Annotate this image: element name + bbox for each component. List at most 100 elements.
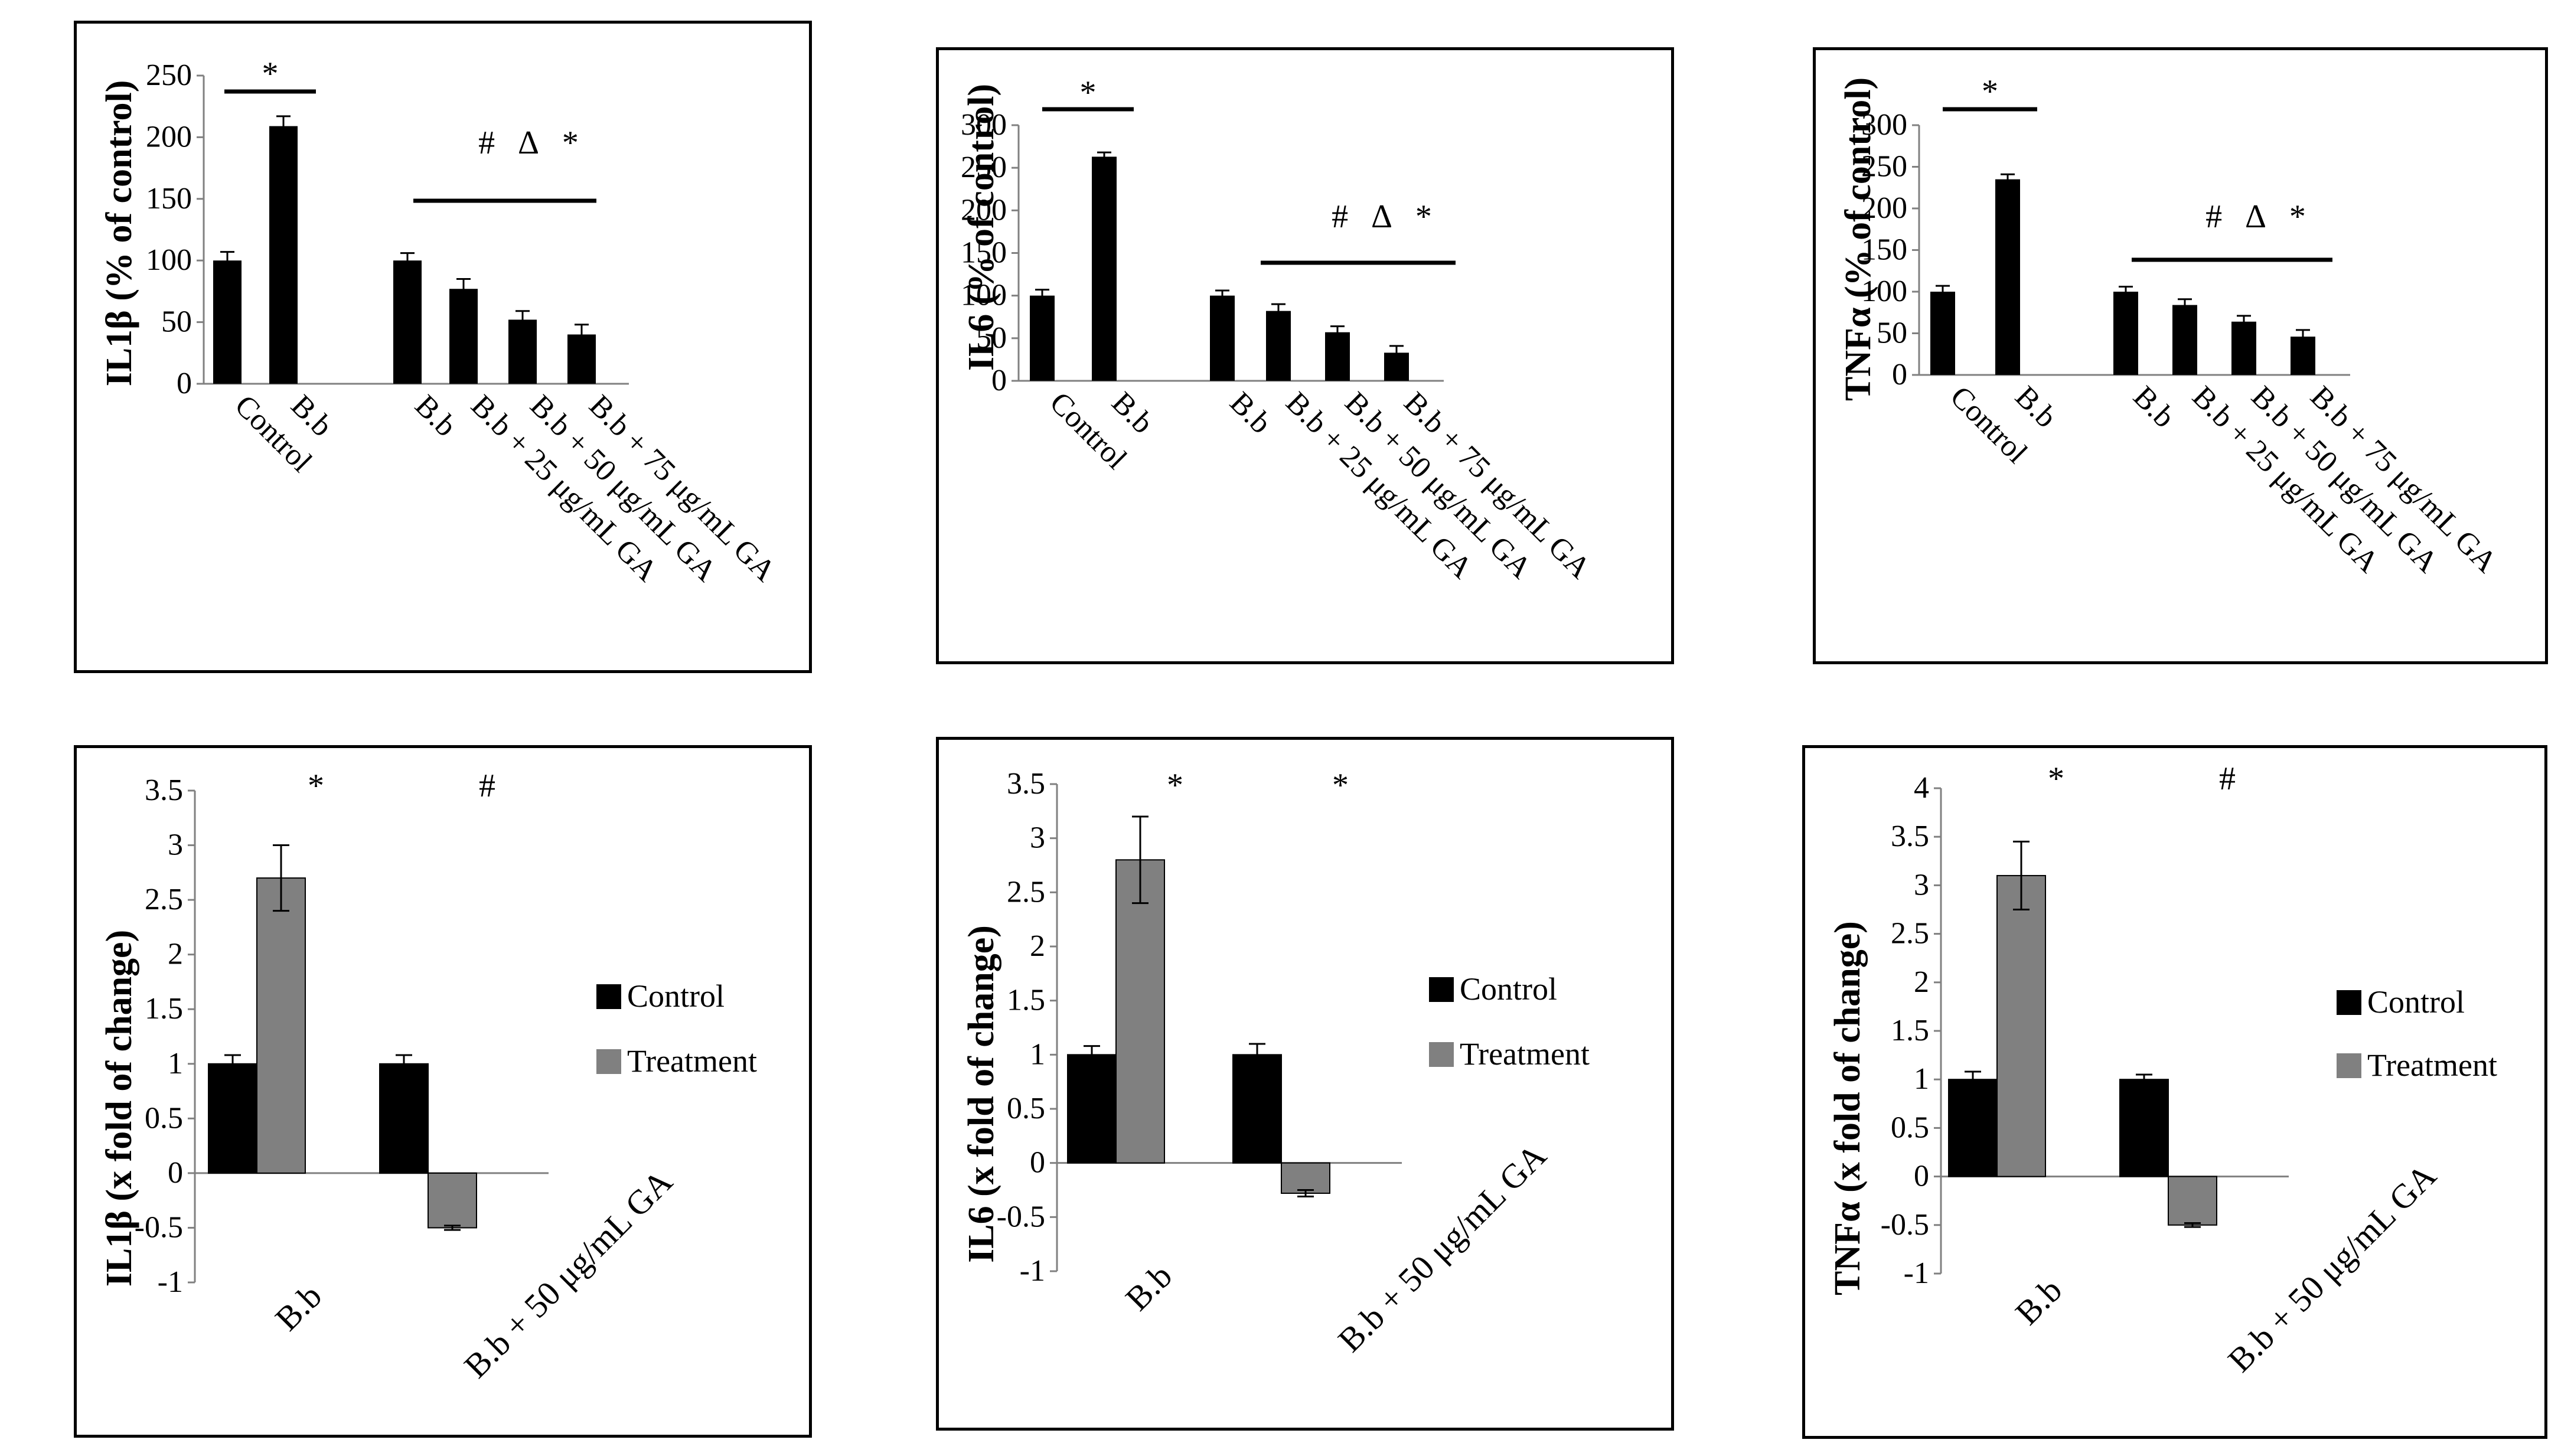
y-axis-title: IL1β (% of control) — [99, 80, 139, 387]
y-tick-label: 2.5 — [1007, 875, 1045, 909]
y-axis-title: IL6 (x fold of change) — [961, 925, 1001, 1263]
bar — [213, 260, 242, 384]
y-tick-label: 200 — [961, 193, 1007, 227]
bar — [1948, 1079, 1998, 1177]
x-tick-label: B.b — [2009, 380, 2063, 434]
significance-label: * — [1982, 73, 1998, 110]
legend-label: Control — [1460, 971, 1557, 1007]
y-tick-label: 0 — [177, 367, 192, 400]
legend-label: Control — [2367, 984, 2465, 1020]
legend-label: Treatment — [1460, 1036, 1590, 1072]
x-tick-label: B.b + 50 μg/mL GA — [1330, 1136, 1554, 1359]
y-axis-title: IL1β (x fold of change) — [99, 930, 139, 1287]
bar — [1092, 156, 1117, 381]
y-tick-label: 100 — [146, 243, 192, 277]
y-tick-label: 250 — [1861, 150, 1907, 184]
y-tick-label: -1 — [158, 1265, 183, 1299]
bar — [2172, 305, 2197, 375]
bar — [393, 260, 422, 384]
y-tick-label: 1.5 — [1891, 1014, 1929, 1047]
y-tick-label: 0 — [1914, 1160, 1929, 1193]
y-tick-label: 4 — [1914, 771, 1929, 805]
x-tick-label: B.b — [409, 389, 463, 443]
x-tick-label: B.b — [2008, 1271, 2069, 1332]
y-tick-label: -0.5 — [997, 1200, 1045, 1233]
y-tick-label: 150 — [1861, 233, 1907, 267]
legend-label: Treatment — [2367, 1047, 2497, 1083]
y-tick-label: 250 — [146, 58, 192, 92]
bar — [269, 126, 298, 384]
chart-tnfa-fold: -1 -0.5 0 0.5 1 1.5 2 2.5 3 3.5 4 * # B.b B.b + 50 μg/… — [1828, 760, 2497, 1379]
y-tick-label: 2.5 — [145, 883, 183, 916]
bar — [1325, 332, 1350, 381]
chart-il6-fold: -1 -0.5 0 0.5 1 1.5 2 2.5 3 3.5 * * B.b B.b + 50 μg/m… — [961, 767, 1590, 1359]
y-axis-title: TNFα (% of control) — [1838, 77, 1878, 401]
y-tick-label: 0 — [1892, 358, 1907, 391]
bar — [508, 319, 537, 384]
y-tick-label: 2 — [1030, 929, 1045, 963]
bar — [208, 1063, 257, 1174]
y-tick-label: -0.5 — [1881, 1208, 1929, 1242]
chart-panel-il1b-fold: -1 -0.5 0 0.5 1 1.5 2 2.5 3 3.5 * # B.b B.b + 50 μg/m… — [74, 745, 812, 1438]
y-tick-label: 1 — [168, 1047, 183, 1080]
y-tick-label: 3.5 — [1891, 820, 1929, 853]
significance-label: # — [2219, 760, 2236, 797]
x-tick-label: B.b — [1223, 386, 1278, 440]
bar — [1996, 874, 2046, 1177]
bar — [449, 289, 478, 384]
y-tick-label: 0.5 — [145, 1101, 183, 1135]
bar — [1995, 179, 2020, 375]
bar — [1232, 1054, 1282, 1164]
chart-panel-tnfa-percent: 0 50 100 150 200 250 300 Control B.b B.b B.b + 25 … — [1813, 47, 2548, 664]
bar — [1210, 295, 1235, 381]
bar — [1030, 295, 1055, 381]
legend-swatch — [1429, 1042, 1454, 1067]
y-tick-label: 2 — [168, 938, 183, 971]
y-tick-label: 0.5 — [1007, 1092, 1045, 1125]
x-tick-label: B.b — [267, 1277, 329, 1338]
y-tick-label: 50 — [976, 321, 1007, 355]
y-tick-label: 0 — [1030, 1146, 1045, 1180]
chart-panel-il6-fold: -1 -0.5 0 0.5 1 1.5 2 2.5 3 3.5 * * B.b B.b + 50 μg/m… — [936, 737, 1674, 1431]
significance-label: * — [2048, 760, 2064, 797]
significance-label: * — [1167, 767, 1183, 804]
y-tick-label: 300 — [1861, 108, 1907, 142]
y-tick-label: 50 — [161, 305, 192, 339]
y-axis-title: IL6 (% of control) — [961, 84, 1001, 371]
significance-label: * — [1332, 767, 1349, 804]
bar — [1266, 311, 1291, 381]
legend-swatch — [2337, 1053, 2361, 1078]
bar — [256, 877, 306, 1174]
y-tick-label: -1 — [1904, 1256, 1929, 1290]
y-tick-label: 50 — [1877, 316, 1907, 350]
y-tick-label: 3 — [1914, 868, 1929, 902]
legend-label: Treatment — [627, 1043, 757, 1079]
y-tick-label: 0 — [991, 364, 1007, 397]
y-tick-label: 0 — [168, 1156, 183, 1190]
y-tick-label: 150 — [146, 182, 192, 216]
y-tick-label: 300 — [961, 108, 1007, 142]
y-tick-label: 150 — [961, 236, 1007, 270]
bar — [1067, 1054, 1117, 1164]
significance-label: * — [1080, 74, 1097, 111]
legend-swatch — [1429, 977, 1454, 1002]
y-tick-label: -1 — [1020, 1254, 1045, 1288]
bar — [379, 1063, 429, 1174]
y-tick-label: 250 — [961, 151, 1007, 184]
significance-label: # Δ * — [1332, 198, 1432, 235]
y-tick-label: 100 — [961, 279, 1007, 312]
y-tick-label: 3.5 — [145, 773, 183, 807]
x-tick-label: B.b + 50 μg/mL GA — [2220, 1156, 2443, 1379]
bar — [2113, 292, 2138, 375]
y-tick-label: 1 — [1030, 1037, 1045, 1071]
y-tick-label: -0.5 — [135, 1210, 183, 1244]
bar — [428, 1172, 477, 1229]
y-tick-label: 0.5 — [1891, 1111, 1929, 1144]
significance-label: # Δ * — [478, 125, 579, 161]
y-tick-label: 200 — [1861, 191, 1907, 225]
y-tick-label: 3.5 — [1007, 767, 1045, 801]
chart-panel-tnfa-fold: -1 -0.5 0 0.5 1 1.5 2 2.5 3 3.5 4 * # B.b B.b + 50 μg/… — [1802, 745, 2547, 1439]
x-tick-label: B.b — [2127, 380, 2181, 434]
y-tick-label: 3 — [168, 828, 183, 862]
